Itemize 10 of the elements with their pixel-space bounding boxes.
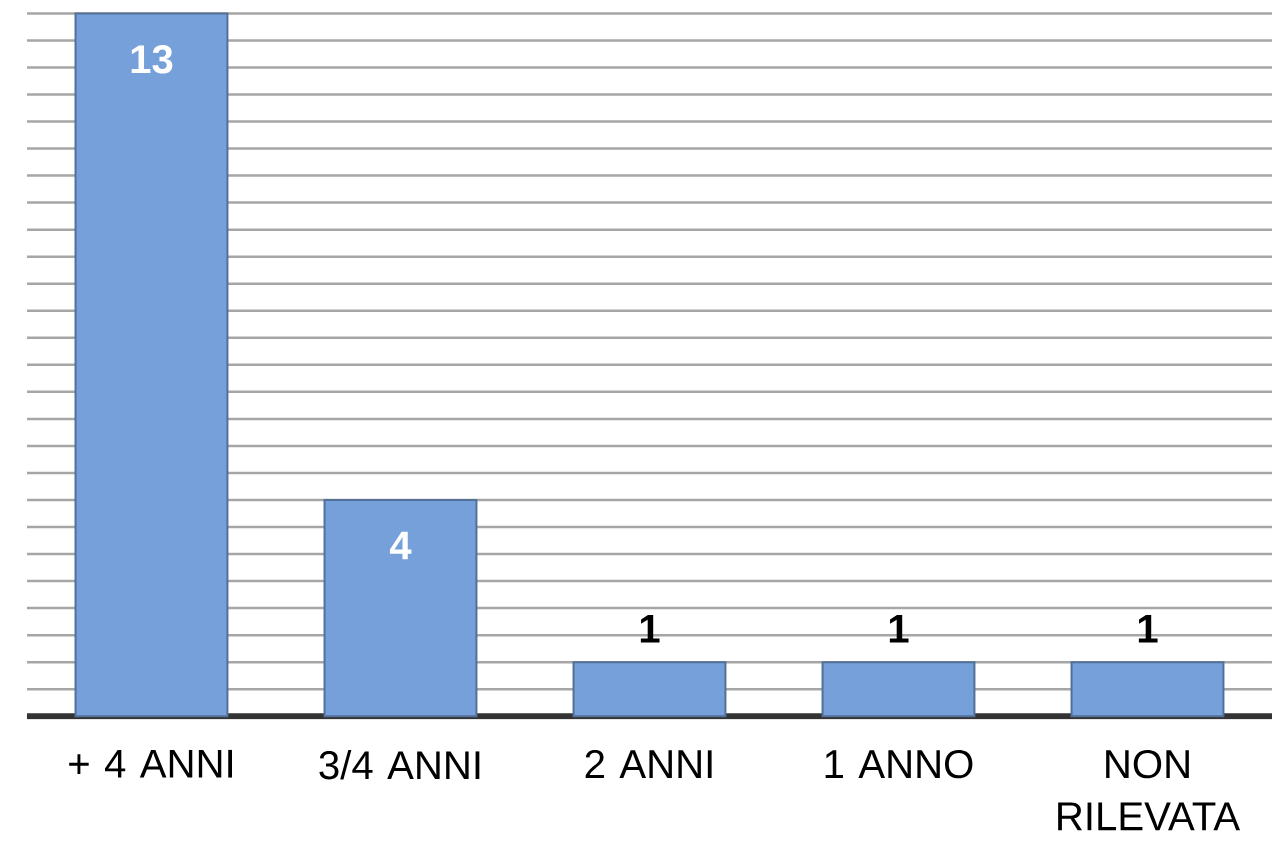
- data-label: 1: [640, 615, 660, 643]
- data-label: 13: [131, 45, 173, 74]
- x-tick-label: 3/4 ANNI: [319, 750, 480, 780]
- data-label: 4: [389, 531, 412, 560]
- x-tick-label: 1 ANNO: [825, 750, 973, 779]
- data-label: 1: [1138, 615, 1158, 643]
- x-tick-label: NON RILEVATA: [1058, 750, 1241, 831]
- x-tick-label: + 4 ANNI: [69, 750, 232, 778]
- x-tick-label: 2 ANNI: [585, 750, 712, 779]
- data-label: 1: [889, 615, 909, 643]
